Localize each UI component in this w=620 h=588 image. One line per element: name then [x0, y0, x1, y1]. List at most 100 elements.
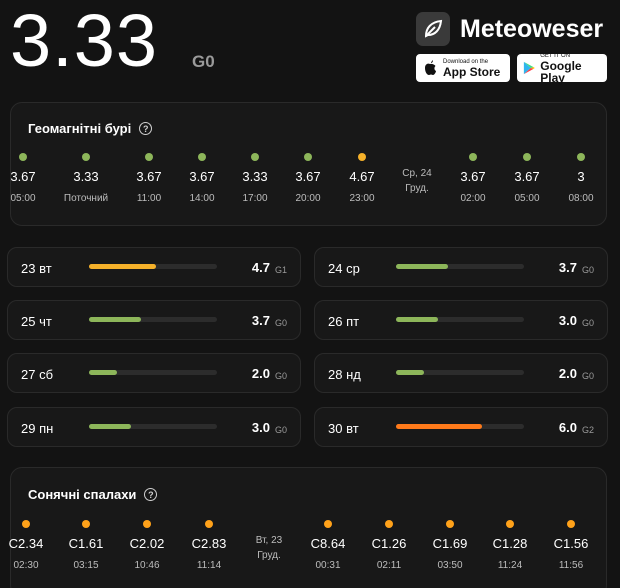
date-separator-month: Груд.: [405, 183, 429, 194]
timeline-item: 4.67 23:00: [332, 153, 392, 204]
help-icon[interactable]: ?: [139, 122, 153, 135]
day-forecast-card[interactable]: 23 вт 4.7 G1: [7, 247, 301, 287]
day-forecast-card[interactable]: 24 ср 3.7 G0: [314, 247, 608, 287]
solar-flares-title-text: Сонячні спалахи: [28, 487, 137, 502]
timeline-time: 05:00: [514, 193, 540, 204]
kp-level-bar: [89, 424, 217, 429]
timeline-value: 3.67: [514, 169, 540, 184]
timeline-time: 05:00: [10, 193, 36, 204]
day-storm-scale: G2: [581, 425, 594, 435]
timeline-item: C1.69 03:50: [420, 520, 480, 571]
timeline-item: 3.67 02:00: [443, 153, 503, 204]
status-dot-icon: [22, 520, 30, 528]
day-forecast-card[interactable]: 28 нд 2.0 G0: [314, 353, 608, 393]
status-dot-icon: [143, 520, 151, 528]
timeline-time: 00:31: [315, 560, 341, 571]
status-dot-icon: [145, 153, 153, 161]
timeline-time: 14:00: [189, 193, 215, 204]
help-icon[interactable]: ?: [144, 488, 158, 501]
day-kp-value: 3.0: [558, 313, 577, 328]
timeline-time: 02:30: [13, 560, 39, 571]
solar-flares-title: Сонячні спалахи ?: [28, 487, 158, 502]
date-separator-day: Вт, 23: [255, 535, 283, 546]
timeline-item: 3.33 Поточний: [56, 153, 116, 204]
day-storm-scale: G0: [274, 425, 287, 435]
geomagnetic-storms-title: Геомагнітні бурі ?: [28, 121, 153, 136]
kp-level-bar-fill: [89, 317, 142, 322]
timeline-time: 11:14: [196, 560, 222, 571]
kp-level-bar: [396, 424, 524, 429]
timeline-item: C8.64 00:31: [298, 520, 358, 571]
timeline-value: 3.67: [136, 169, 162, 184]
day-kp-value: 2.0: [251, 366, 270, 381]
timeline-time: 03:15: [73, 560, 99, 571]
google-play-icon: [523, 61, 535, 75]
brand[interactable]: Meteoweser: [416, 12, 603, 46]
kp-level-bar-fill: [396, 424, 482, 429]
status-dot-icon: [205, 520, 213, 528]
day-kp-value: 3.7: [558, 260, 577, 275]
day-forecast-card[interactable]: 25 чт 3.7 G0: [7, 300, 301, 340]
leaf-logo-icon: [416, 12, 450, 46]
kp-level-bar-fill: [396, 264, 449, 269]
timeline-item: 3.67 14:00: [172, 153, 232, 204]
status-dot-icon: [304, 153, 312, 161]
timeline-time: 11:24: [497, 560, 523, 571]
day-storm-scale: G0: [581, 318, 594, 328]
day-label: 24 ср: [328, 261, 360, 276]
timeline-item: 3.67 05:00: [0, 153, 53, 204]
solar-flares-card: Сонячні спалахи ? C2.34 02:30 C1.61 03:15 C2…: [9, 467, 607, 588]
day-storm-scale: G1: [274, 265, 287, 275]
storm-scale-label: G0: [192, 52, 215, 71]
google-play-button[interactable]: GET IT ON Google Play: [517, 53, 607, 84]
day-storm-scale: G0: [581, 371, 594, 381]
timeline-value: C2.83: [191, 536, 227, 551]
kp-level-bar: [89, 264, 217, 269]
app-store-button[interactable]: Download on the App Store: [416, 54, 510, 82]
timeline-value: 3.33: [242, 169, 268, 184]
day-label: 29 пн: [21, 421, 54, 436]
timeline-value: C8.64: [310, 536, 346, 551]
timeline-value: C2.34: [8, 536, 44, 551]
status-dot-icon: [469, 153, 477, 161]
status-dot-icon: [198, 153, 206, 161]
day-kp-value: 6.0: [558, 420, 577, 435]
timeline-value: C1.28: [492, 536, 528, 551]
timeline-value: C1.61: [68, 536, 104, 551]
status-dot-icon: [577, 153, 585, 161]
header: 3.33 G0 Meteoweser Download on the App S…: [0, 0, 620, 90]
timeline-date-separator: Ср, 24 Груд.: [387, 166, 447, 196]
timeline-item: 3 08:00: [551, 153, 611, 204]
day-kp-value: 2.0: [558, 366, 577, 381]
day-forecast-card[interactable]: 26 пт 3.0 G0: [314, 300, 608, 340]
kp-level-bar-fill: [89, 264, 156, 269]
status-dot-icon: [82, 520, 90, 528]
timeline-item: C1.56 11:56: [541, 520, 601, 571]
timeline-value: C2.02: [129, 536, 165, 551]
day-storm-scale: G0: [274, 318, 287, 328]
kp-level-bar: [396, 264, 524, 269]
status-dot-icon: [567, 520, 575, 528]
timeline-value: C1.56: [553, 536, 589, 551]
kp-level-bar: [89, 317, 217, 322]
day-forecast-card[interactable]: 27 сб 2.0 G0: [7, 353, 301, 393]
timeline-item: C1.61 03:15: [56, 520, 116, 571]
timeline-value: C1.26: [371, 536, 407, 551]
day-label: 26 пт: [328, 314, 360, 329]
day-label: 30 вт: [328, 421, 359, 436]
status-dot-icon: [358, 153, 366, 161]
timeline-item: 3.33 17:00: [225, 153, 285, 204]
day-forecast-card[interactable]: 29 пн 3.0 G0: [7, 407, 301, 447]
timeline-time: 23:00: [349, 193, 375, 204]
timeline-value: 3: [577, 169, 585, 184]
status-dot-icon: [446, 520, 454, 528]
day-label: 28 нд: [328, 367, 361, 382]
timeline-value: 3.33: [73, 169, 99, 184]
timeline-value: 3.67: [10, 169, 36, 184]
timeline-time: 17:00: [242, 193, 268, 204]
day-forecast-card[interactable]: 30 вт 6.0 G2: [314, 407, 608, 447]
day-storm-scale: G0: [274, 371, 287, 381]
date-separator-month: Груд.: [257, 550, 281, 561]
timeline-value: 3.67: [189, 169, 215, 184]
kp-level-bar-fill: [89, 424, 132, 429]
